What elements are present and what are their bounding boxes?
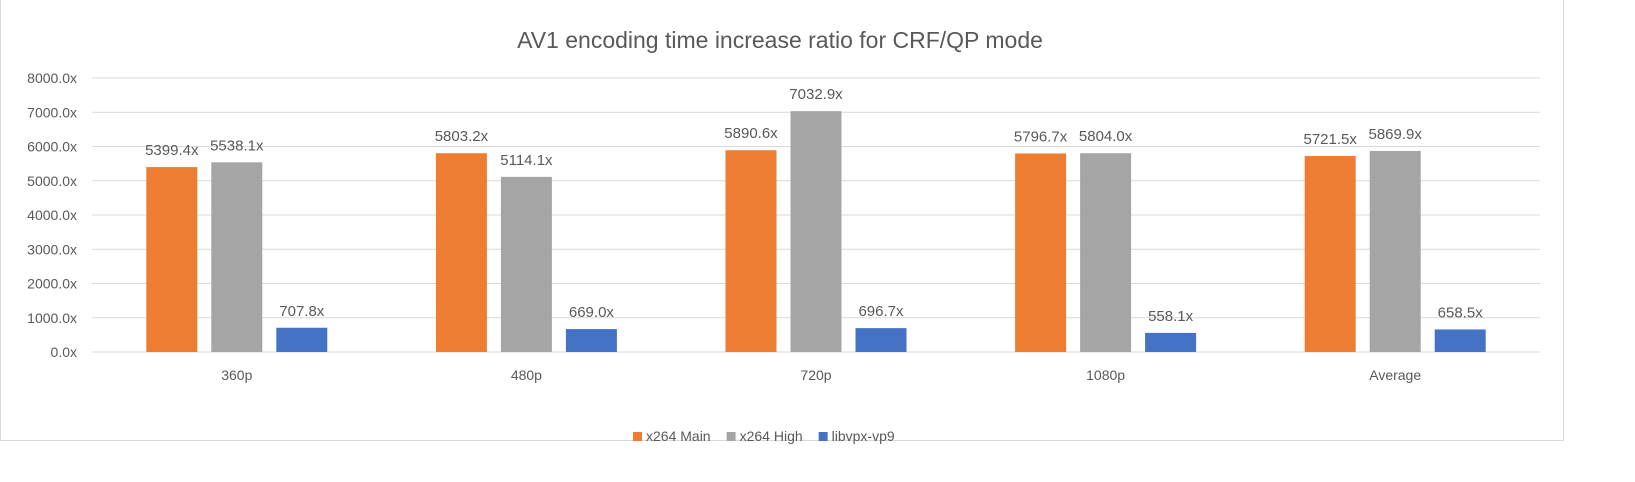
y-tick-label: 5000.0x <box>27 173 77 189</box>
bar-x264-high <box>211 162 263 352</box>
data-label: 7032.9x <box>789 86 843 103</box>
data-label: 5399.4x <box>145 142 199 159</box>
data-label: 558.1x <box>1148 308 1194 325</box>
y-tick-label: 7000.0x <box>27 104 77 120</box>
x-tick-label: 1080p <box>1086 367 1125 383</box>
bar-x264-main <box>1015 153 1067 352</box>
bar-x264-main <box>725 150 777 352</box>
data-label: 696.7x <box>858 303 904 320</box>
bar-x264-main <box>435 153 487 352</box>
data-label: 5803.2x <box>435 128 489 145</box>
bar-libvpx-vp9 <box>855 328 907 352</box>
data-label: 5538.1x <box>210 137 264 154</box>
bar-x264-high <box>1369 150 1421 352</box>
x-tick-label: 720p <box>800 367 831 383</box>
y-tick-label: 2000.0x <box>27 276 77 292</box>
legend-swatch <box>633 432 642 441</box>
bar-x264-high <box>1080 153 1132 352</box>
legend-swatch <box>818 432 828 441</box>
legend-label: libvpx-vp9 <box>832 428 895 444</box>
bar-libvpx-vp9 <box>1145 332 1197 352</box>
data-label: 5114.1x <box>500 152 553 169</box>
y-tick-label: 1000.0x <box>27 310 77 326</box>
y-tick-label: 6000.0x <box>27 139 77 155</box>
data-label: 5869.9x <box>1369 126 1423 143</box>
y-tick-label: 3000.0x <box>27 241 77 257</box>
data-label: 5721.5x <box>1304 131 1358 148</box>
y-tick-label: 0.0x <box>51 344 77 360</box>
chart-title: AV1 encoding time increase ratio for CRF… <box>517 27 1043 53</box>
data-label: 669.0x <box>569 304 615 321</box>
legend-swatch <box>726 432 736 441</box>
bar-x264-main <box>146 167 198 352</box>
bar-x264-main <box>1304 156 1356 352</box>
bar-libvpx-vp9 <box>565 329 617 352</box>
legend-label: x264 High <box>740 428 803 444</box>
data-label: 658.5x <box>1438 304 1484 321</box>
y-tick-label: 8000.0x <box>27 70 77 86</box>
x-tick-label: Average <box>1369 367 1421 383</box>
x-tick-label: 480p <box>511 367 542 383</box>
data-label: 5796.7x <box>1014 128 1068 145</box>
x-tick-label: 360p <box>221 367 252 383</box>
data-label: 5890.6x <box>724 125 778 142</box>
data-label: 707.8x <box>279 303 325 320</box>
bar-libvpx-vp9 <box>276 327 328 352</box>
bar-libvpx-vp9 <box>1434 329 1486 352</box>
bar-x264-high <box>500 176 552 352</box>
legend-label: x264 Main <box>646 428 711 444</box>
data-label: 5804.0x <box>1079 128 1133 145</box>
y-tick-label: 4000.0x <box>27 207 77 223</box>
bar-x264-high <box>790 111 842 353</box>
